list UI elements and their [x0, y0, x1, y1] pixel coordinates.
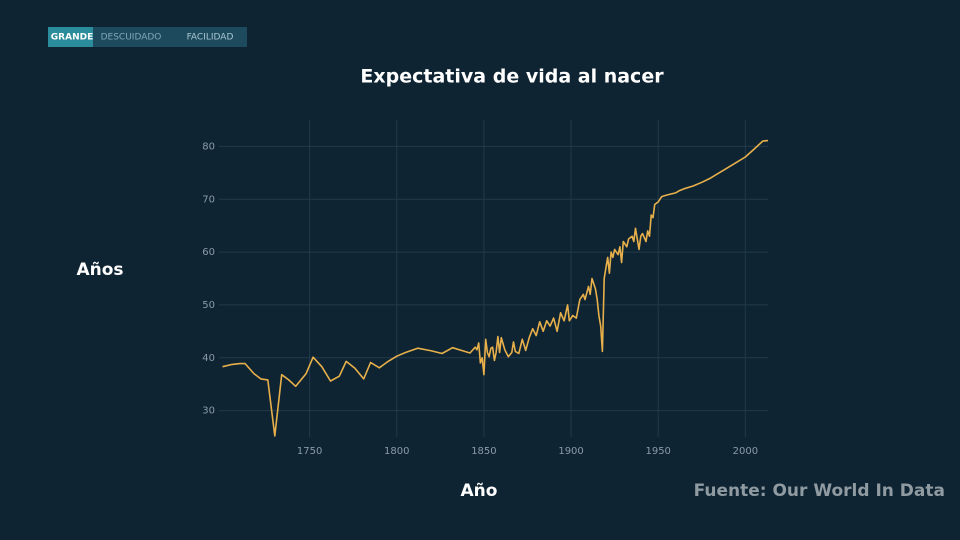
y-tick-label: 40	[202, 353, 215, 364]
tab[interactable]: DESCUIDADO	[101, 33, 162, 43]
x-tick-label: 2000	[733, 446, 758, 457]
x-tick-label: 1900	[558, 446, 583, 457]
tab[interactable]: GRANDE	[51, 33, 93, 43]
x-tick-label: 1850	[471, 446, 496, 457]
chart-title: Expectativa de vida al nacer	[360, 66, 664, 88]
line-series	[222, 139, 769, 437]
tab[interactable]: FACILIDAD	[187, 33, 234, 43]
x-tick-label: 1750	[297, 446, 322, 457]
x-axis-label: Año	[461, 481, 498, 501]
tab-active[interactable]	[48, 27, 93, 47]
y-tick-label: 70	[202, 194, 215, 205]
source: Fuente: Our World In Data	[694, 481, 945, 501]
y-tick-label: 60	[202, 247, 215, 258]
y-tick-label: 30	[202, 406, 215, 417]
tab-bar	[48, 27, 247, 47]
y-tick-label: 50	[202, 300, 215, 311]
y-tick-label: 80	[202, 141, 215, 152]
x-tick-label: 1800	[384, 446, 409, 457]
y-axis-label: Años	[76, 260, 123, 280]
x-tick-label: 1950	[645, 446, 670, 457]
